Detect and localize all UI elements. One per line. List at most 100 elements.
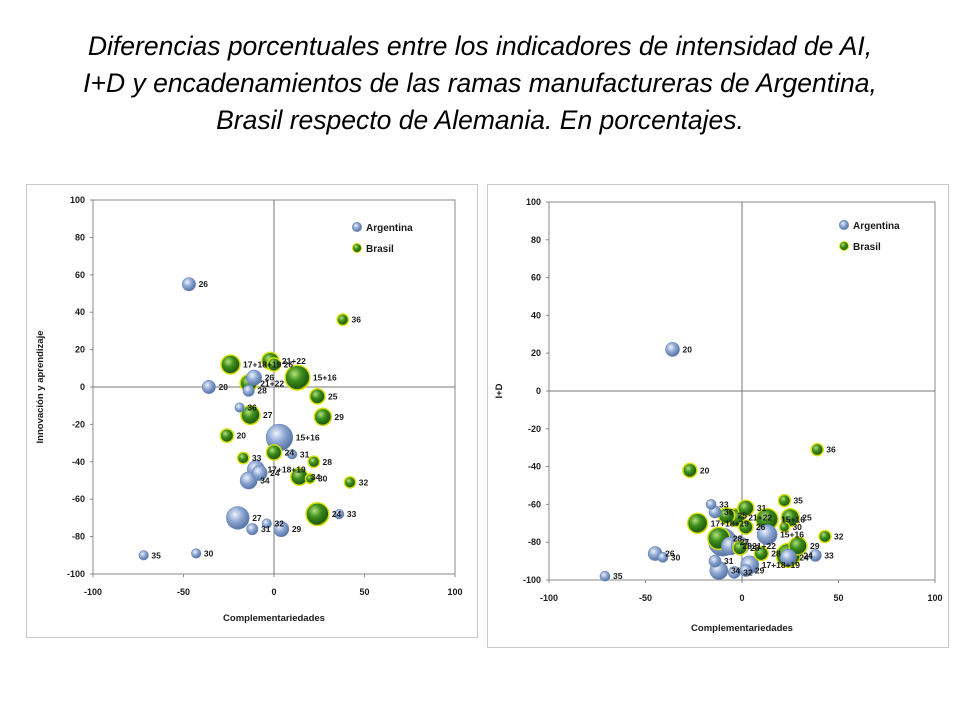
- argentina-point-label: 15+16: [296, 432, 320, 442]
- argentina-point-label: 33: [719, 499, 729, 509]
- argentina-bubble: [287, 449, 298, 460]
- argentina-bubble: [739, 564, 753, 577]
- argentina-point-label: 35: [151, 550, 161, 560]
- argentina-bubble: [809, 549, 822, 562]
- brasil-bubble: [307, 455, 321, 469]
- chart-innovacion: 100 80 60 40 20 0 -20 -40 -60 -80 -100 -100 -50 0 50 10…: [35, 195, 463, 624]
- y-tick-label: 60: [75, 270, 85, 280]
- argentina-bubble: [756, 524, 778, 545]
- brasil-bubble: [265, 444, 283, 461]
- argentina-bubble: [234, 402, 245, 413]
- y-tick-label: 20: [531, 348, 541, 358]
- brasil-point-label: 15+16: [781, 515, 805, 525]
- argentina-point-label: 36: [247, 403, 257, 413]
- title-line-2: I+D y encadenamientos de las ramas manuf…: [83, 68, 877, 98]
- brasil-point-label: 30: [792, 522, 802, 532]
- legend-label: Brasil: [366, 244, 394, 255]
- legend-label: Argentina: [366, 223, 413, 234]
- argentina-point-label: 27: [740, 537, 750, 547]
- argentina-bubble: [665, 342, 680, 357]
- y-tick-label: 60: [531, 273, 541, 283]
- brasil-bubble: [309, 388, 326, 405]
- argentina-point-label: 36: [724, 507, 734, 517]
- brasil-bubble: [778, 521, 791, 533]
- argentina-point-label: 29: [292, 524, 302, 534]
- argentina-bubble: [705, 499, 717, 510]
- brasil-bubble: [686, 512, 709, 534]
- y-tick-label: 0: [536, 386, 541, 396]
- y-tick-label: 100: [526, 197, 541, 207]
- argentina-bubble: [226, 506, 250, 530]
- argentina-bubble: [657, 552, 669, 563]
- brasil-point-label: 21+22: [282, 356, 306, 366]
- brasil-point-label: 21+22: [748, 513, 772, 523]
- argentina-point-label: 20: [683, 344, 693, 354]
- argentina-point-label: 24: [270, 468, 280, 478]
- argentina-point-label: 21+22: [752, 541, 776, 551]
- argentina-point-label: 32: [275, 519, 285, 529]
- y-tick-label: -40: [72, 457, 85, 467]
- y-tick-label: 80: [531, 235, 541, 245]
- argentina-point-label: 26: [665, 549, 675, 559]
- argentina-point-label: 32: [743, 567, 753, 577]
- brasil-point-label: 34: [311, 472, 321, 482]
- brasil-bubble: [818, 529, 832, 544]
- brasil-bubble: [236, 451, 250, 465]
- argentina-point-label: 29: [755, 566, 765, 576]
- argentina-point-label: 28: [742, 541, 752, 551]
- brasil-point-label: 29: [810, 541, 820, 551]
- brasil-bubble: [682, 462, 698, 479]
- brasil-point-label: 21+22: [260, 378, 284, 388]
- brasil-bubble: [738, 519, 754, 535]
- y-axis-title: I+D: [494, 383, 505, 398]
- argentina-bubble: [191, 548, 202, 559]
- argentina-point-label: 17+18+19: [267, 464, 306, 474]
- y-tick-label: -80: [72, 532, 85, 542]
- argentina-point-label: 27: [252, 513, 262, 523]
- brasil-point-label: 17+18+19: [243, 360, 282, 370]
- y-tick-label: 20: [75, 345, 85, 355]
- argentina-bubble: [780, 549, 797, 566]
- y-tick-label: 100: [70, 195, 85, 205]
- brasil-point-label: 33: [252, 453, 262, 463]
- brasil-point-label: 24: [332, 509, 342, 519]
- brasil-point-label: 31: [757, 503, 767, 513]
- brasil-bubble: [240, 404, 261, 426]
- y-tick-label: 40: [531, 310, 541, 320]
- argentina-point-label: 31: [724, 556, 734, 566]
- argentina-point-label: 17+18+19: [762, 560, 801, 570]
- brasil-point-label: 29: [334, 412, 344, 422]
- brasil-bubble: [753, 545, 769, 562]
- brasil-bubble: [732, 540, 748, 556]
- brasil-point-label: 30: [318, 474, 328, 484]
- x-tick-label: 50: [359, 587, 369, 597]
- brasil-point-label: 28: [771, 549, 781, 559]
- argentina-point-label: 33: [347, 509, 357, 519]
- brasil-bubble: [737, 499, 755, 517]
- brasil-point-label: 32: [834, 532, 844, 542]
- y-tick-label: -20: [528, 424, 541, 434]
- chart-innovacion-panel: 100 80 60 40 20 0 -20 -40 -60 -80 -100 -100 -50 0 50 10…: [26, 184, 478, 638]
- brasil-point-label: 26: [756, 522, 766, 532]
- legend-marker-argentina: [839, 220, 849, 230]
- argentina-bubble: [599, 570, 611, 582]
- x-tick-label: 0: [739, 593, 744, 603]
- argentina-bubble: [261, 518, 272, 529]
- brasil-bubble: [313, 407, 333, 427]
- brasil-point-label: 20: [700, 465, 710, 475]
- y-axis-title: Innovación y aprendizaje: [35, 331, 46, 444]
- brasil-point-label: 20: [237, 431, 247, 441]
- argentina-point-label: 34: [731, 566, 741, 576]
- argentina-bubble: [273, 521, 290, 538]
- y-tick-label: -60: [528, 499, 541, 509]
- argentina-point-label: 33: [824, 550, 834, 560]
- page-title: Diferencias porcentuales entre los indic…: [20, 28, 940, 139]
- y-tick-label: -100: [523, 575, 541, 585]
- argentina-point-label: 28: [257, 386, 267, 396]
- brasil-point-label: 27: [263, 410, 273, 420]
- x-tick-label: 100: [447, 587, 462, 597]
- legend-label: Argentina: [853, 221, 900, 232]
- x-tick-label: -100: [540, 593, 558, 603]
- brasil-point-label: 28: [733, 533, 743, 543]
- y-tick-label: -40: [528, 462, 541, 472]
